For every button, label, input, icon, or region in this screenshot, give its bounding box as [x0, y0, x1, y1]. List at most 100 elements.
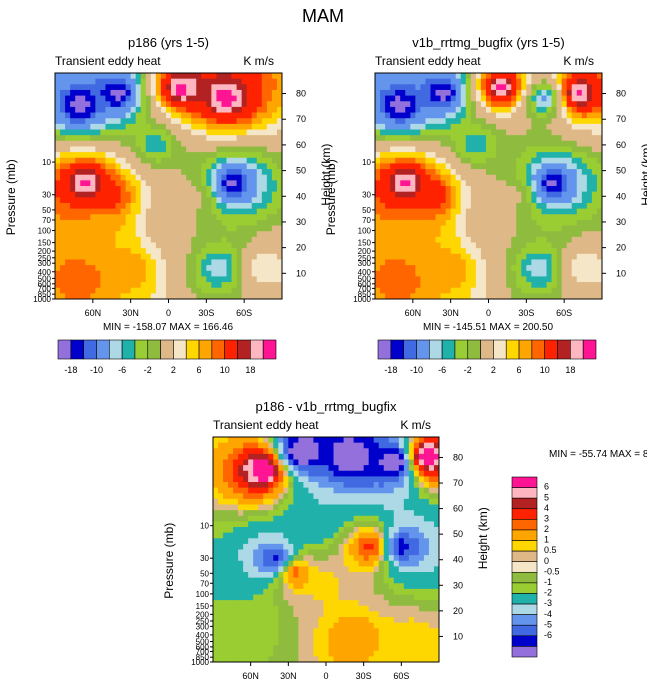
heatmap-cell [246, 225, 253, 232]
heatmap-cell [236, 214, 243, 221]
heatmap-cell [318, 532, 324, 539]
heatmap-cell [445, 78, 452, 85]
heatmap-cell [213, 605, 219, 612]
heatmap-cell [216, 231, 222, 238]
heatmap-cell [256, 287, 263, 294]
heatmap-cell [318, 650, 324, 657]
heatmap-cell [125, 253, 132, 260]
heatmap-cell [328, 459, 334, 466]
heatmap-cell [480, 146, 487, 153]
heatmap-cell [343, 650, 349, 657]
heatmap-cell [586, 219, 593, 226]
heatmap-cell [130, 174, 137, 181]
heatmap-cell [485, 157, 492, 164]
heatmap-cell [485, 214, 492, 221]
y2-tick-label: 80 [296, 89, 306, 99]
heatmap-cell [216, 242, 222, 249]
heatmap-cell [100, 219, 106, 226]
heatmap-cell [236, 259, 243, 266]
heatmap-cell [460, 95, 467, 102]
heatmap-cell [115, 236, 121, 243]
heatmap-cell [328, 622, 334, 629]
heatmap-cell [231, 78, 237, 85]
heatmap-cell [435, 78, 441, 85]
heatmap-cell [105, 135, 111, 142]
heatmap-cell [213, 437, 219, 444]
heatmap-cell [333, 611, 339, 618]
heatmap-cell [228, 470, 234, 477]
heatmap-cell [110, 101, 116, 108]
heatmap-cell [130, 248, 137, 255]
heatmap-cell [308, 656, 314, 663]
heatmap-cell [435, 73, 441, 80]
heatmap-cell [186, 73, 192, 80]
heatmap-cell [218, 605, 224, 612]
heatmap-cell [90, 287, 96, 294]
heatmap-cell [511, 282, 517, 289]
heatmap-cell [213, 527, 219, 534]
heatmap-cell [581, 123, 588, 130]
heatmap-cell [233, 498, 239, 505]
heatmap-cell [155, 208, 162, 215]
heatmap-cell [303, 600, 309, 607]
heatmap-cell [293, 628, 299, 635]
heatmap-cell [323, 515, 329, 522]
heatmap-cell [228, 628, 234, 635]
heatmap-cell [485, 140, 492, 147]
heatmap-cell [278, 617, 284, 624]
heatmap-cell [581, 89, 588, 96]
heatmap-cell [105, 186, 111, 193]
heatmap-cell [253, 549, 259, 556]
heatmap-cell [251, 270, 258, 277]
heatmap-cell [176, 186, 182, 193]
heatmap-cell [480, 89, 487, 96]
heatmap-cell [228, 583, 234, 590]
heatmap-cell [246, 123, 253, 130]
heatmap-cell [348, 639, 355, 646]
heatmap-cell [536, 157, 542, 164]
heatmap-cell [256, 146, 263, 153]
heatmap-cell [231, 89, 237, 96]
heatmap-cell [105, 73, 111, 80]
heatmap-cell [176, 169, 182, 176]
heatmap-cell [323, 617, 329, 624]
heatmap-cell [556, 95, 563, 102]
heatmap-cell [410, 259, 416, 266]
heatmap-cell [353, 543, 360, 550]
heatmap-cell [216, 287, 222, 294]
heatmap-cell [181, 208, 187, 215]
heatmap-cell [135, 169, 142, 176]
heatmap-cell [145, 265, 152, 272]
heatmap-cell [576, 135, 583, 142]
heatmap-cell [216, 95, 222, 102]
heatmap-cell [485, 248, 492, 255]
heatmap-cell [120, 95, 127, 102]
heatmap-cell [186, 219, 192, 226]
heatmap-cell [135, 214, 142, 221]
heatmap-cell [338, 521, 344, 528]
heatmap-cell [60, 112, 66, 119]
heatmap-cell [55, 202, 61, 209]
heatmap-cell [333, 549, 339, 556]
heatmap-cell [521, 276, 527, 283]
heatmap-cell [236, 282, 243, 289]
heatmap-cell [186, 265, 192, 272]
heatmap-cell [348, 633, 355, 640]
heatmap-cell [430, 112, 436, 119]
heatmap-cell [160, 135, 167, 142]
heatmap-cell [186, 174, 192, 181]
heatmap-cell [150, 219, 157, 226]
heatmap-cell [536, 293, 542, 300]
heatmap-cell [186, 135, 192, 142]
heatmap-cell [465, 242, 472, 249]
heatmap-cell [70, 214, 76, 221]
heatmap-cell [90, 180, 96, 187]
heatmap-cell [276, 202, 283, 209]
y-tick-label: 300 [38, 259, 52, 268]
heatmap-cell [288, 510, 294, 517]
heatmap-cell [566, 219, 573, 226]
colorbar-label: 18 [565, 365, 575, 375]
heatmap-cell [261, 73, 268, 80]
heatmap-cell [223, 510, 229, 517]
heatmap-cell [531, 129, 537, 136]
